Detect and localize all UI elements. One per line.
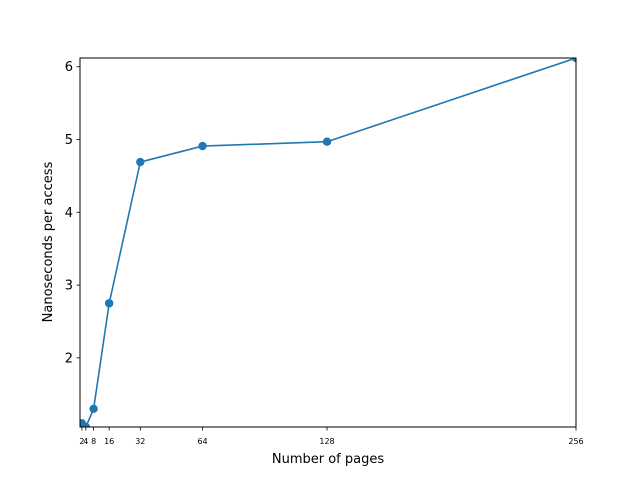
data-point (198, 141, 207, 151)
y-tick-label: 3 (65, 279, 73, 294)
series-layer (80, 58, 576, 427)
x-axis-label: Number of pages (272, 452, 384, 467)
x-tick-label: 32 (135, 437, 145, 446)
y-axis: 2 3 4 5 6 (65, 60, 80, 366)
y-tick-label: 4 (65, 206, 73, 221)
plot-area (79, 57, 577, 428)
data-point (104, 299, 114, 308)
x-tick-label: 128 (319, 437, 334, 446)
y-axis-label: Nanoseconds per access (41, 161, 56, 322)
axes-frame (79, 57, 577, 428)
data-point (136, 157, 145, 167)
x-tick-label: 4 (83, 437, 88, 446)
y-tick-label: 6 (65, 60, 73, 75)
x-tick-label: 64 (197, 437, 207, 446)
series-line (80, 58, 576, 427)
x-tick-label: 256 (568, 437, 583, 446)
x-axis: 24 8 16 32 64 128 256 (79, 427, 584, 446)
x-tick-label: 2 (79, 437, 84, 446)
data-point (322, 137, 332, 146)
y-tick-label: 2 (65, 351, 73, 366)
data-point (81, 422, 91, 427)
series-group (80, 58, 576, 427)
x-tick-label: 8 (91, 437, 96, 446)
data-point (89, 404, 98, 414)
x-tick-label: 16 (104, 437, 114, 446)
y-tick-label: 5 (65, 133, 73, 148)
data-point (571, 58, 576, 63)
